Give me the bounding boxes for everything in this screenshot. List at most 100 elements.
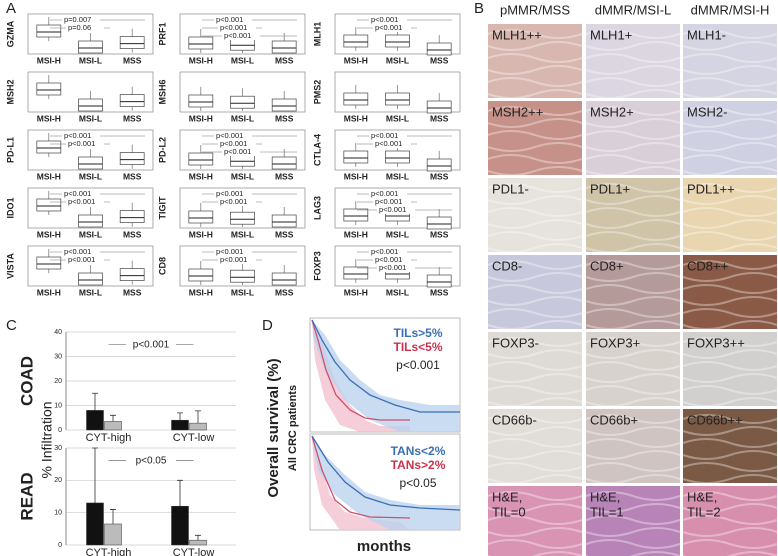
gene-label: PD-L2 xyxy=(157,137,167,163)
cell-label: MSH2- xyxy=(687,104,727,119)
category-label: MSI-H xyxy=(344,55,368,65)
box-glyph xyxy=(271,272,297,286)
box-glyph xyxy=(36,24,62,38)
bar xyxy=(104,523,122,546)
p-bg xyxy=(369,16,407,24)
cell-label: TIL=0 xyxy=(492,504,526,519)
km-curve xyxy=(311,435,411,519)
tissue-texture xyxy=(585,397,681,407)
p-bg xyxy=(66,140,104,148)
box-glyph xyxy=(78,214,103,228)
tissue-texture xyxy=(487,491,583,501)
panel-label: D xyxy=(262,317,273,334)
tissue-texture xyxy=(585,183,681,193)
tissue-texture xyxy=(585,373,681,383)
category-label: MSS xyxy=(430,55,449,65)
box-glyph xyxy=(78,98,103,112)
tissue-texture xyxy=(487,41,583,51)
cell-label: TIL=1 xyxy=(590,504,624,519)
error-bar xyxy=(92,447,98,503)
tissue-texture xyxy=(682,308,778,318)
tissue-texture xyxy=(682,349,778,359)
tissue-texture xyxy=(682,527,778,537)
tissue-image xyxy=(683,332,777,406)
box-glyph xyxy=(230,211,255,225)
gene-label: TIGIT xyxy=(157,196,167,219)
plot-frame xyxy=(179,129,306,171)
tissue-texture xyxy=(487,349,583,359)
tissue-texture xyxy=(585,349,681,359)
cell-label: PDL1++ xyxy=(687,181,735,196)
box-glyph xyxy=(188,94,214,108)
tissue-texture xyxy=(682,462,778,472)
p-value: p<0.001 xyxy=(224,31,251,40)
p-value: p<0.001 xyxy=(64,189,91,198)
p-bg xyxy=(214,190,252,198)
tissue-image xyxy=(586,178,680,252)
box-glyph xyxy=(188,36,214,50)
box-glyph xyxy=(230,95,255,109)
category-label: MSS xyxy=(275,113,294,123)
p-bg xyxy=(222,32,260,40)
gene-label: CD8 xyxy=(157,257,167,275)
tissue-image xyxy=(488,255,582,329)
box-glyph xyxy=(271,98,297,112)
legend-entry: TILs<5% xyxy=(393,340,442,354)
p-value: p=0.06 xyxy=(68,23,91,32)
tissue-texture xyxy=(487,373,583,383)
category-label: MSI-H xyxy=(344,113,368,123)
tissue-texture xyxy=(682,414,778,424)
tissue-texture xyxy=(682,284,778,294)
p-bg xyxy=(369,248,407,256)
category-label: MSS xyxy=(123,113,142,123)
p-value: p<0.001 xyxy=(375,23,402,32)
error-bar xyxy=(177,412,183,421)
tissue-texture xyxy=(487,29,583,39)
tissue-texture xyxy=(682,106,778,116)
tissue-texture xyxy=(487,53,583,63)
tissue-texture xyxy=(585,166,681,176)
category-label: MSI-H xyxy=(189,171,213,181)
cell-label: MSH2++ xyxy=(492,104,543,119)
tissue-image xyxy=(488,178,582,252)
p-bg xyxy=(66,24,104,32)
tissue-image xyxy=(683,101,777,175)
tissue-texture xyxy=(487,106,583,116)
category-label: MSS xyxy=(275,229,294,239)
tissue-texture xyxy=(585,308,681,318)
tissue-texture xyxy=(682,195,778,205)
cell-label: FOXP3++ xyxy=(687,335,745,350)
p-bg xyxy=(222,148,260,156)
tissue-image xyxy=(586,255,680,329)
gene-label: PRF1 xyxy=(157,22,167,45)
plot-frame xyxy=(27,245,154,287)
y-tick-label: 20 xyxy=(54,477,62,484)
tissue-image xyxy=(586,332,680,406)
tissue-texture xyxy=(487,503,583,513)
plot-frame xyxy=(27,71,154,113)
tissue-texture xyxy=(682,207,778,217)
p-bg xyxy=(369,132,407,140)
tissue-texture xyxy=(585,539,681,549)
km-curve xyxy=(311,319,410,421)
ci-band xyxy=(312,322,410,432)
box-glyph xyxy=(119,210,145,223)
box-glyph xyxy=(271,40,297,54)
y-tick-label: 10 xyxy=(54,510,62,517)
cell-label: H&E, xyxy=(590,489,620,504)
tissue-texture xyxy=(585,260,681,270)
category-label: MSI-H xyxy=(189,113,213,123)
category-label: MSI-L xyxy=(386,113,409,123)
tissue-image xyxy=(488,101,582,175)
plot-frame xyxy=(27,13,154,55)
y-tick-label: 40 xyxy=(54,329,62,336)
p-value: p=0.007 xyxy=(64,15,91,24)
tissue-texture xyxy=(487,337,583,347)
box-glyph xyxy=(36,198,62,212)
p-value: p<0.001 xyxy=(216,15,243,24)
tissue-texture xyxy=(487,284,583,294)
gene-label: MSH6 xyxy=(157,79,167,104)
p-value: p<0.001 xyxy=(379,205,406,214)
p-value: p<0.001 xyxy=(220,255,247,264)
category-label: MSI-H xyxy=(37,229,61,239)
